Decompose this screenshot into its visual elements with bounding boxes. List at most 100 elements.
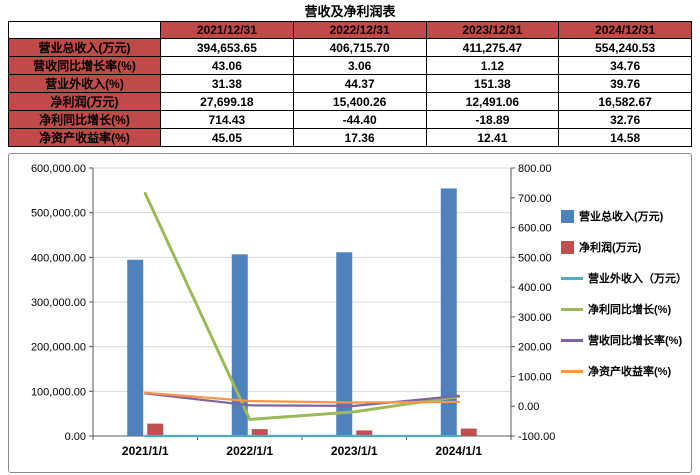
x-tick-label: 2021/1/1	[122, 444, 169, 458]
right-tick-label: -100.00	[518, 431, 555, 443]
legend-swatch-line	[561, 276, 583, 280]
right-tick-label: 800.00	[518, 163, 552, 175]
right-tick-label: 500.00	[518, 252, 552, 264]
bar	[440, 188, 457, 436]
right-tick-label: 300.00	[518, 312, 552, 324]
column-header-3: 2024/12/31	[558, 21, 692, 39]
legend-swatch-square	[561, 240, 574, 254]
line-series-2	[144, 392, 460, 408]
left-tick-label: 0.00	[65, 431, 86, 443]
x-tick-label: 2024/1/1	[435, 444, 482, 458]
chart-container: 0.00 100,000.00 200,000.00 300,000.00 400,00…	[8, 153, 692, 473]
legend-item-2: 营业外收入（万元）	[561, 270, 687, 286]
right-tick-label: 0.00	[518, 401, 539, 413]
bar	[460, 428, 477, 436]
row-label: 营收同比增长率(%)	[8, 56, 161, 75]
table-cell: 43.06	[160, 56, 294, 75]
legend-item-5: 净资产收益率(%)	[561, 363, 687, 379]
table-cell: 15,400.26	[292, 92, 427, 111]
table-cell: 714.43	[160, 110, 294, 129]
legend-item-1: 净利润(万元)	[561, 239, 687, 255]
table-cell: 3.06	[292, 56, 427, 75]
legend-swatch-line	[561, 338, 583, 342]
left-tick-label: 600,000.00	[31, 163, 86, 175]
x-tick-label: 2022/1/1	[226, 444, 273, 458]
table-cell: -18.89	[425, 110, 560, 129]
legend-label: 营收同比增长率(%)	[588, 335, 683, 347]
legend-label: 净资产收益率(%)	[588, 366, 672, 378]
table-cell: 27,699.18	[160, 92, 294, 111]
bar	[147, 423, 164, 436]
table-cell: 411,275.47	[425, 38, 560, 57]
left-axis-labels: 0.00 100,000.00 200,000.00 300,000.00 400,00…	[31, 163, 93, 443]
right-tick-label: 400.00	[518, 282, 552, 294]
bar	[127, 259, 144, 436]
bar	[336, 252, 353, 436]
table-row-4: 净利同比增长(%) 714.43 -44.40 -18.89 32.76	[8, 110, 692, 129]
line-series-3	[144, 391, 460, 404]
table-row-5: 净资产收益率(%) 45.05 17.36 12.41 14.58	[8, 128, 692, 147]
table-cell: 12.41	[425, 128, 560, 147]
legend-item-0: 营业总收入(万元)	[561, 208, 687, 224]
table-cell: 45.05	[160, 128, 294, 147]
table-row-2: 营业外收入(%) 31.38 44.37 151.38 39.76	[8, 74, 692, 93]
legend-swatch-line	[561, 369, 583, 373]
column-header-0: 2021/12/31	[160, 21, 294, 39]
left-tick-label: 100,000.00	[31, 386, 86, 398]
left-tick-label: 500,000.00	[31, 208, 86, 220]
table-cell: 151.38	[425, 74, 560, 93]
table-row-3: 净利润(万元) 27,699.18 15,400.26 12,491.06 16,582…	[8, 92, 692, 111]
legend-label: 营业外收入（万元）	[588, 273, 687, 285]
legend-item-3: 净利同比增长(%)	[561, 301, 687, 317]
x-axis-labels: 2021/1/1 2022/1/1 2023/1/1 2024/1/1	[122, 444, 483, 458]
row-label: 营业外收入(%)	[8, 74, 161, 93]
right-tick-label: 200.00	[518, 342, 552, 354]
table-cell: 39.76	[558, 74, 692, 93]
line-series-1	[143, 191, 461, 421]
chart-legend: 营业总收入(万元) 净利润(万元) 营业外收入（万元） 净利同比增长(%) 营收同比增长…	[561, 208, 687, 379]
table-cell: 16,582.67	[558, 92, 692, 111]
report-title: 营收及净利润表	[304, 4, 396, 19]
right-tick-label: 700.00	[518, 193, 552, 205]
table-cell: 17.36	[292, 128, 427, 147]
legend-swatch-line	[561, 307, 583, 311]
legend-label: 营业总收入(万元)	[579, 211, 664, 223]
legend-item-4: 营收同比增长率(%)	[561, 332, 687, 348]
table-cell: 14.58	[558, 128, 692, 147]
left-tick-label: 200,000.00	[31, 342, 86, 354]
row-label: 净利润(万元)	[8, 92, 161, 111]
right-tick-label: 600.00	[518, 223, 552, 235]
left-tick-label: 400,000.00	[31, 252, 86, 264]
table-cell: 31.38	[160, 74, 294, 93]
table-cell: 554,240.53	[558, 38, 692, 57]
right-tick-label: 100.00	[518, 371, 552, 383]
bar-series-1	[147, 423, 477, 436]
table-cell: 1.12	[425, 56, 560, 75]
revenue-profit-table: 2021/12/31 2022/12/31 2023/12/31 2024/12/31…	[8, 21, 692, 147]
bar	[251, 429, 268, 436]
legend-label: 净利润(万元)	[579, 242, 642, 254]
corner-cell	[8, 21, 161, 39]
table-row-1: 营收同比增长率(%) 43.06 3.06 1.12 34.76	[8, 56, 692, 75]
column-header-2: 2023/12/31	[425, 21, 560, 39]
row-label: 营业总收入(万元)	[8, 38, 161, 57]
column-header-1: 2022/12/31	[292, 21, 427, 39]
table-cell: 12,491.06	[425, 92, 560, 111]
table-cell: -44.40	[292, 110, 427, 129]
table-cell: 44.37	[292, 74, 427, 93]
combo-chart: 0.00 100,000.00 200,000.00 300,000.00 400,00…	[31, 163, 555, 458]
x-tick-label: 2023/1/1	[331, 444, 378, 458]
bar	[356, 430, 373, 436]
row-label: 净利同比增长(%)	[8, 110, 161, 129]
table-cell: 32.76	[558, 110, 692, 129]
bar-series-0	[127, 188, 457, 436]
table-cell: 34.76	[558, 56, 692, 75]
legend-label: 净利同比增长(%)	[588, 304, 672, 316]
table-header-row: 2021/12/31 2022/12/31 2023/12/31 2024/12/31	[8, 21, 692, 39]
right-axis-labels: -100.00 0.00 100.00 200.00 300.00 400.00 500.0…	[511, 163, 555, 443]
left-tick-label: 300,000.00	[31, 297, 86, 309]
table-cell: 406,715.70	[292, 38, 427, 57]
legend-swatch-square	[561, 209, 574, 223]
row-label: 净资产收益率(%)	[8, 128, 161, 147]
